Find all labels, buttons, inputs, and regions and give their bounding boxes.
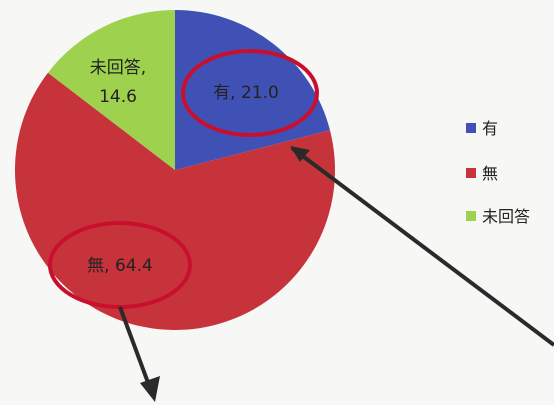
- annotation-arrowhead-no: [140, 376, 160, 402]
- legend-label-yes: 有: [482, 119, 498, 138]
- legend-label-unanswered: 未回答: [482, 207, 530, 226]
- pie-slice-no: [14, 72, 335, 331]
- annotation-arrowhead-yes: [290, 146, 310, 162]
- legend-swatch-unanswered: [466, 211, 476, 221]
- data-label-unanswered-value: 14.6: [99, 87, 137, 107]
- legend-swatch-yes: [466, 123, 476, 133]
- data-label-unanswered-name: 未回答,: [90, 58, 146, 78]
- legend-label-no: 無: [482, 164, 498, 183]
- annotation-arrow-line-yes: [290, 146, 554, 347]
- annotation-arrow-line-no: [118, 306, 152, 389]
- legend-swatch-no: [466, 168, 476, 178]
- pie-slice-unanswered: [47, 10, 175, 170]
- data-label-yes: 有, 21.0: [213, 83, 279, 103]
- annotation-circle-yes: [181, 49, 319, 137]
- legend: 有 無 未回答: [466, 119, 530, 226]
- data-label-no: 無, 64.4: [87, 256, 153, 276]
